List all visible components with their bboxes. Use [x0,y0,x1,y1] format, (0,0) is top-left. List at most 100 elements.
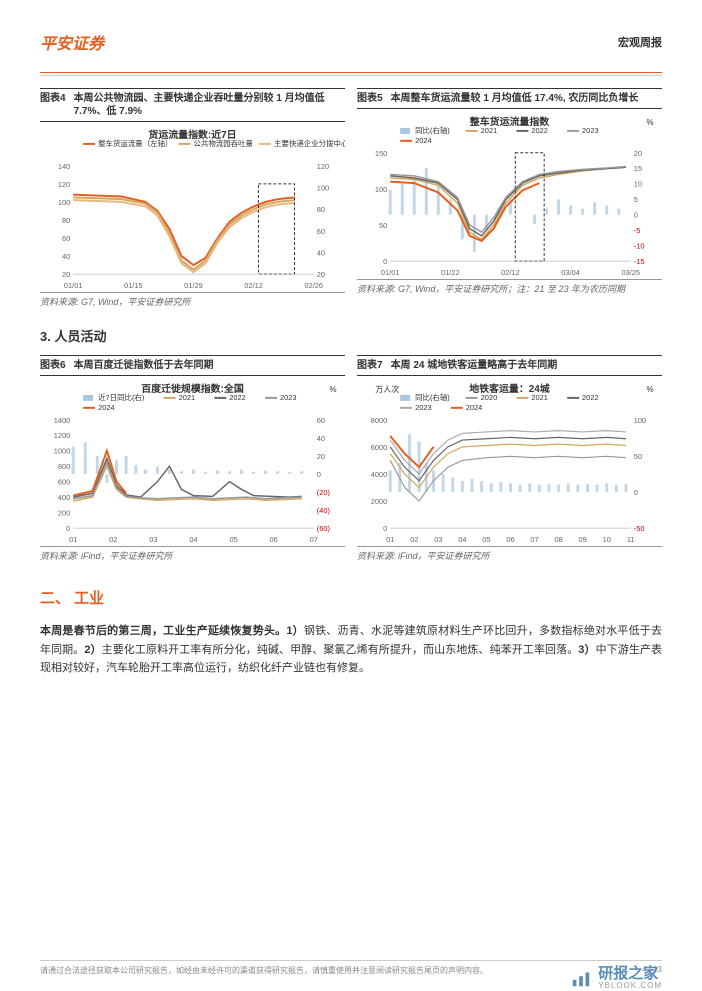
chart5-titlebar: 图表5 本周整车货运流量较 1 月均值低 17.4%, 农历同比负增长 [357,88,662,109]
svg-text:%: % [647,118,654,127]
svg-text:100: 100 [375,185,387,194]
chart6-title: 本周百度迁徙指数低于去年同期 [74,359,345,372]
svg-text:60: 60 [317,227,325,236]
svg-text:60: 60 [62,234,70,243]
svg-text:20: 20 [634,149,642,158]
svg-text:02: 02 [410,535,418,544]
svg-text:2022: 2022 [229,393,246,402]
svg-text:04: 04 [189,535,197,544]
svg-text:2023: 2023 [582,126,599,135]
svg-text:100: 100 [58,198,70,207]
svg-text:0: 0 [383,524,387,533]
chart4-titlebar: 图表4 本周公共物流园、主要快递企业吞吐量分别较 1 月均值低 7.7%、低 7… [40,88,345,122]
watermark: 研报之家 YBLOOK.COM [570,966,662,991]
page: 平安证券 宏观周报 图表4 本周公共物流园、主要快递企业吞吐量分别较 1 月均值… [0,0,702,991]
svg-text:整车货运流量（左轴）: 整车货运流量（左轴） [98,138,172,148]
svg-text:01/01: 01/01 [381,268,400,277]
svg-text:%: % [330,385,337,394]
svg-text:50: 50 [379,221,387,230]
svg-text:2021: 2021 [179,393,196,402]
svg-text:40: 40 [62,252,70,261]
svg-text:06: 06 [506,535,514,544]
svg-text:同比(右轴): 同比(右轴) [415,392,450,402]
svg-text:20: 20 [317,270,325,279]
chart7-titlebar: 图表7 本周 24 城地铁客运量略高于去年同期 [357,355,662,376]
svg-text:11: 11 [627,535,635,544]
chart-row-1: 图表4 本周公共物流园、主要快递企业吞吐量分别较 1 月均值低 7.7%、低 7… [40,88,662,308]
svg-text:0: 0 [634,488,638,497]
svg-text:80: 80 [62,216,70,225]
svg-text:100: 100 [634,416,646,425]
svg-text:15: 15 [634,164,642,173]
svg-text:2024: 2024 [98,403,115,412]
svg-text:-15: -15 [634,257,645,266]
svg-text:10: 10 [603,535,611,544]
watermark-main: 研报之家 [598,966,662,983]
header: 平安证券 宏观周报 [40,30,662,54]
svg-text:主要快递企业分拨中心吞吐量: 主要快递企业分拨中心吞吐量 [274,138,345,148]
logo: 平安证券 [40,30,104,54]
svg-text:01/01: 01/01 [64,281,83,290]
chart7-area: 地铁客运量：24城万人次%同比(右轴)202020212022202320240… [357,382,662,547]
svg-text:2024: 2024 [466,403,483,412]
svg-text:(40): (40) [317,506,331,515]
svg-text:400: 400 [58,493,70,502]
svg-text:800: 800 [58,462,70,471]
divider-thick [40,72,662,73]
chart6-source: 资料来源: iFind，平安证券研究所 [40,547,345,562]
svg-text:近7日同比(右): 近7日同比(右) [98,392,145,402]
svg-text:1400: 1400 [54,416,71,425]
svg-text:0: 0 [383,257,387,266]
chart6-num: 图表6 [40,359,66,372]
svg-text:600: 600 [58,478,70,487]
chart6-titlebar: 图表6 本周百度迁徙指数低于去年同期 [40,355,345,376]
chart5-area: 整车货运流量指数%同比(右轴)2021202220232024050100150… [357,115,662,280]
svg-text:2021: 2021 [481,126,498,135]
chart5-title: 本周整车货运流量较 1 月均值低 17.4%, 农历同比负增长 [391,92,662,105]
divider-thin [40,75,662,76]
footer: 请通过合法途径获取本公司研究报告，如经由未经许可的渠道获得研究报告，请慎重使用并… [40,960,662,976]
svg-text:120: 120 [58,180,70,189]
chart7-box: 图表7 本周 24 城地铁客运量略高于去年同期 地铁客运量：24城万人次%同比(… [357,355,662,562]
svg-text:40: 40 [317,248,325,257]
svg-text:02/12: 02/12 [501,268,520,277]
svg-text:140: 140 [58,162,70,171]
svg-text:07: 07 [310,535,318,544]
svg-text:8000: 8000 [371,416,388,425]
chart6-svg: 百度迁徙规模指数:全国%近7日同比(右)20212022202320240200… [40,382,345,546]
svg-text:05: 05 [482,535,490,544]
chart4-title: 本周公共物流园、主要快递企业吞吐量分别较 1 月均值低 7.7%、低 7.9% [74,92,345,118]
svg-text:03/25: 03/25 [621,268,640,277]
chart7-title: 本周 24 城地铁客运量略高于去年同期 [391,359,662,372]
svg-text:03: 03 [434,535,442,544]
svg-text:06: 06 [270,535,278,544]
svg-text:07: 07 [530,535,538,544]
chart-row-2: 图表6 本周百度迁徙指数低于去年同期 百度迁徙规模指数:全国%近7日同比(右)2… [40,355,662,562]
svg-text:2022: 2022 [531,126,548,135]
header-right: 宏观周报 [618,34,662,50]
svg-text:同比(右轴): 同比(右轴) [415,125,450,135]
chart4-area: 货运流量指数:近7日整车货运流量（左轴）公共物流园吞吐量主要快递企业分拨中心吞吐… [40,128,345,293]
section-main-heading: 二、 工业 [40,587,662,608]
svg-text:-10: -10 [634,242,645,251]
chart5-box: 图表5 本周整车货运流量较 1 月均值低 17.4%, 农历同比负增长 整车货运… [357,88,662,308]
svg-text:01/15: 01/15 [124,281,143,290]
watermark-icon [570,967,592,989]
svg-text:02/12: 02/12 [244,281,263,290]
footer-line: 请通过合法途径获取本公司研究报告，如经由未经许可的渠道获得研究报告，请慎重使用并… [40,960,662,976]
svg-text:80: 80 [317,205,325,214]
svg-text:10: 10 [634,180,642,189]
chart6-box: 图表6 本周百度迁徙指数低于去年同期 百度迁徙规模指数:全国%近7日同比(右)2… [40,355,345,562]
footer-disclaimer: 请通过合法途径获取本公司研究报告，如经由未经许可的渠道获得研究报告，请慎重使用并… [40,965,488,976]
svg-text:01: 01 [69,535,77,544]
svg-text:40: 40 [317,434,325,443]
svg-text:200: 200 [58,509,70,518]
svg-text:20: 20 [317,452,325,461]
chart4-box: 图表4 本周公共物流园、主要快递企业吞吐量分别较 1 月均值低 7.7%、低 7… [40,88,345,308]
svg-text:2024: 2024 [415,136,432,145]
svg-text:2023: 2023 [415,403,432,412]
svg-text:(20): (20) [317,488,331,497]
chart5-num: 图表5 [357,92,383,105]
chart4-num: 图表4 [40,92,66,118]
svg-text:5: 5 [634,195,638,204]
